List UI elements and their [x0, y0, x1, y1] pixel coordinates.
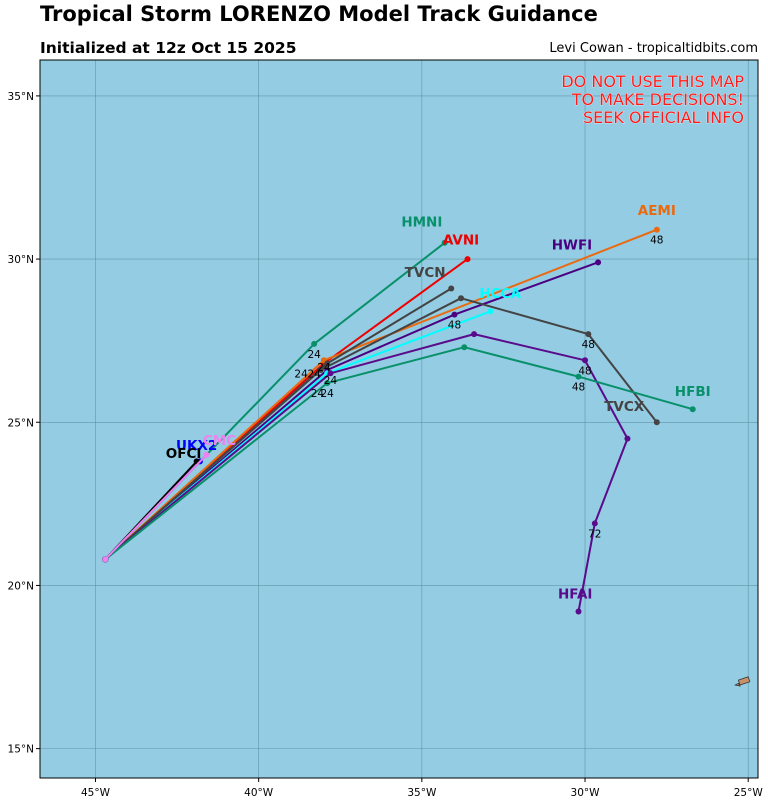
track-cmc [102, 451, 210, 563]
track-point [487, 308, 494, 315]
track-point [203, 451, 210, 458]
track-point [653, 226, 660, 233]
model-name-label: CMC [203, 433, 236, 449]
track-point [102, 556, 109, 563]
island [737, 676, 751, 686]
map-title: Tropical Storm LORENZO Model Track Guida… [40, 2, 598, 26]
track-hfai [102, 331, 631, 615]
track-point [324, 380, 331, 387]
model-name-label: HCCA [479, 286, 521, 302]
forecast-hour-label: 72 [588, 528, 601, 540]
track-point [653, 419, 660, 426]
track-point [471, 331, 478, 338]
island [733, 682, 741, 687]
model-name-label: HWFI [552, 237, 592, 253]
track-hfbi [102, 344, 696, 563]
warning-line: DO NOT USE THIS MAP [561, 72, 744, 91]
track-point [448, 285, 455, 292]
track-point [591, 520, 598, 527]
credit-text: Levi Cowan - tropicaltidbits.com [549, 41, 758, 56]
model-name-label: AVNI [443, 232, 479, 248]
track-point [317, 367, 324, 374]
warning-line: SEEK OFFICIAL INFO [583, 108, 744, 127]
lat-tick-label: 15°N [8, 744, 34, 756]
lon-tick-label: 45°W [81, 787, 111, 799]
forecast-hour-label: 48 [582, 339, 595, 351]
forecast-hour-label: 24 [321, 388, 335, 400]
track-point [464, 256, 471, 263]
forecast-hour-label: 48 [650, 235, 663, 247]
forecast-hour-label: 24 [307, 349, 321, 361]
forecast-hour-label: 48 [572, 382, 585, 394]
land-masses [733, 676, 751, 687]
init-time-subtitle: Initialized at 12z Oct 15 2025 [40, 39, 297, 57]
forecast-hour-label: 48 [448, 320, 461, 332]
track-point [585, 331, 592, 338]
track-point [311, 340, 318, 347]
track-point [595, 259, 602, 266]
lat-tick-label: 35°N [8, 91, 34, 103]
lon-tick-label: 30°W [571, 787, 601, 799]
track-point [451, 311, 458, 318]
lat-lon-grid [40, 60, 758, 778]
lat-tick-label: 30°N [8, 254, 34, 266]
model-name-label: HFAI [558, 587, 592, 603]
track-line [104, 261, 599, 561]
model-name-label: UKX2 [176, 438, 217, 454]
lon-tick-label: 25°W [734, 787, 764, 799]
model-name-label: HFBI [675, 384, 711, 400]
forecast-hour-label: 24 [311, 388, 325, 400]
warning-line: TO MAKE DECISIONS! [571, 90, 744, 109]
model-name-label: OFCI [166, 446, 202, 462]
track-point [461, 344, 468, 351]
forecast-hour-label: 48 [578, 365, 591, 377]
lat-tick-label: 20°N [8, 580, 34, 592]
track-point [458, 295, 465, 302]
map-frame [39, 59, 759, 779]
track-point [582, 357, 589, 364]
lon-tick-label: 40°W [244, 787, 274, 799]
track-point [575, 373, 582, 380]
track-line [104, 454, 208, 560]
model-name-label: HMNI [401, 214, 442, 230]
track-point [689, 406, 696, 413]
forecast-hour-label: 24 [294, 369, 308, 381]
model-name-label: TVCX [604, 399, 645, 415]
track-point [441, 239, 448, 246]
track-point [624, 435, 631, 442]
model-name-label: TVCN [405, 265, 446, 281]
model-tracks [102, 226, 696, 615]
forecast-hour-label: 24 [317, 362, 331, 374]
lon-tick-label: 35°W [407, 787, 437, 799]
track-point [327, 370, 334, 377]
lat-tick-label: 25°N [8, 417, 34, 429]
ocean-background [40, 60, 758, 778]
forecast-hour-label: 24 [324, 375, 338, 387]
track-point [575, 608, 582, 615]
axis-ticks: 45°W 40°W 35°W 30°W 25°W 15°N 20°N 25°N 30°N 35°N [8, 91, 764, 799]
forecast-hour-label: 24 [307, 369, 321, 381]
model-name-label: AEMI [638, 203, 676, 219]
